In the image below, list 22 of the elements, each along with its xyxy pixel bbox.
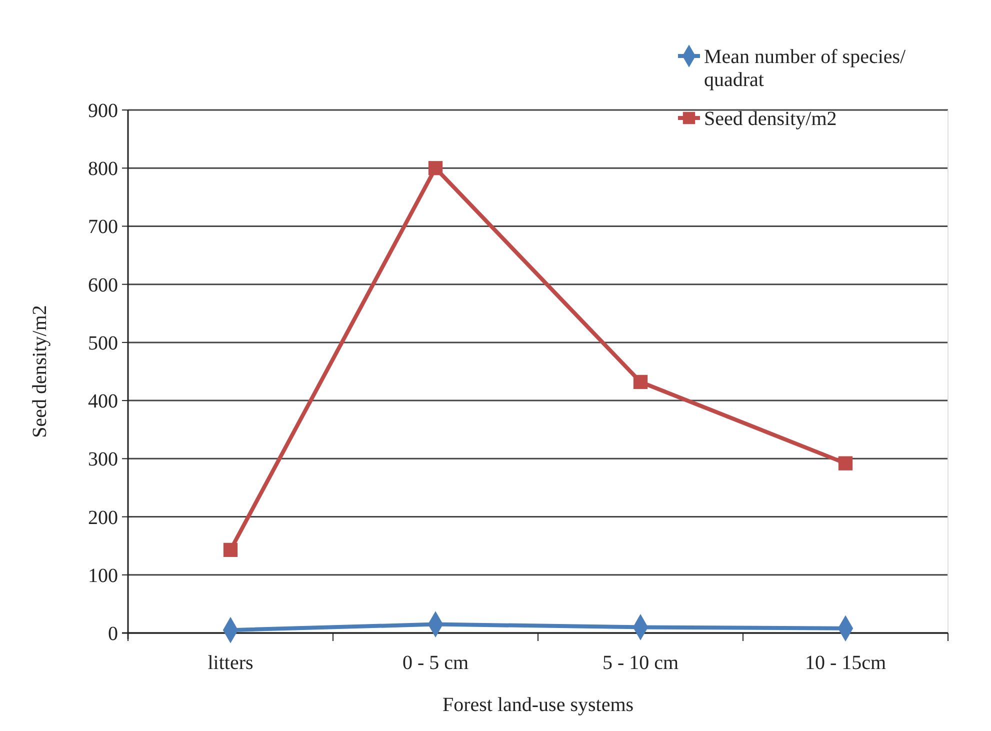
point [428, 161, 443, 176]
point [223, 542, 238, 557]
legend-label: Mean number of species/ quadrat [704, 46, 906, 91]
x-axis-title: Forest land-use systems [442, 694, 634, 716]
y-tick-label: 200 [88, 506, 118, 529]
legend-label: Seed density/m2 [704, 108, 837, 130]
y-tick-label: 500 [88, 332, 118, 354]
y-tick-label: 400 [88, 390, 118, 413]
x-tick-label: litters [208, 652, 254, 674]
y-axis-title: Seed density/m2 [29, 305, 51, 438]
y-tick-label: 300 [88, 448, 118, 471]
y-tick-label: 600 [88, 274, 118, 296]
point [633, 374, 648, 390]
y-tick-label: 0 [108, 623, 118, 645]
x-tick-label: 10 - 15cm [804, 652, 886, 674]
point [838, 456, 853, 470]
y-tick-label: 800 [88, 158, 118, 180]
y-tick-label: 100 [88, 564, 118, 587]
x-tick-label: 0 - 5 cm [402, 652, 469, 674]
x-tick-label: 5 - 10 cm [602, 652, 679, 674]
y-tick-label: 900 [88, 100, 118, 122]
y-tick-label: 700 [88, 216, 118, 238]
